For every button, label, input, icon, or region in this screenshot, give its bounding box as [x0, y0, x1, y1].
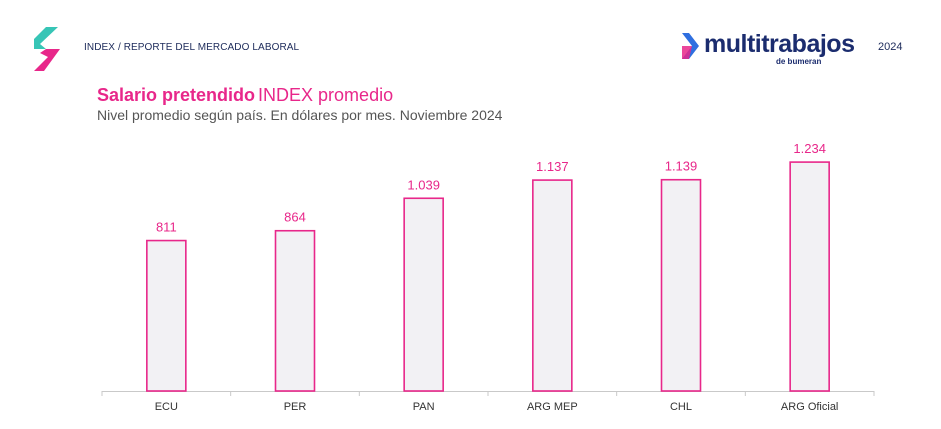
x-tick-label: PAN	[413, 401, 435, 413]
bar	[146, 239, 187, 392]
chart-title: Salario pretendido INDEX promedio	[97, 85, 393, 106]
x-tick-label: CHL	[670, 401, 692, 413]
x-tick-label: ECU	[155, 401, 178, 413]
data-label: 864	[284, 210, 306, 225]
report-year: 2024	[878, 41, 903, 53]
brand-name: multitrabajos	[704, 30, 855, 58]
brand-sub: de bumeran	[776, 57, 822, 66]
data-label: 1.139	[665, 159, 698, 174]
x-tick-label: ARG Oficial	[781, 401, 838, 413]
bar	[532, 179, 573, 392]
data-label: 811	[156, 220, 177, 235]
chart-title-suffix: INDEX promedio	[258, 85, 394, 105]
data-label: 1.039	[407, 177, 440, 192]
chart-title-strong: Salario pretendido	[97, 85, 256, 105]
report-label: INDEX / REPORTE DEL MERCADO LABORAL	[84, 42, 300, 53]
bar	[660, 178, 702, 392]
x-tick-label: ARG MEP	[527, 401, 578, 413]
x-tick-label: PER	[284, 401, 307, 413]
bar	[789, 161, 830, 392]
bar	[274, 229, 316, 392]
brand-chevron-icon	[682, 33, 699, 59]
data-label: 1.234	[793, 141, 826, 156]
multitrabajos-logo-icon	[34, 27, 60, 71]
chart-subtitle: Nivel promedio según país. En dólares po…	[97, 107, 503, 123]
bar	[403, 197, 444, 392]
data-label: 1.137	[536, 159, 569, 174]
